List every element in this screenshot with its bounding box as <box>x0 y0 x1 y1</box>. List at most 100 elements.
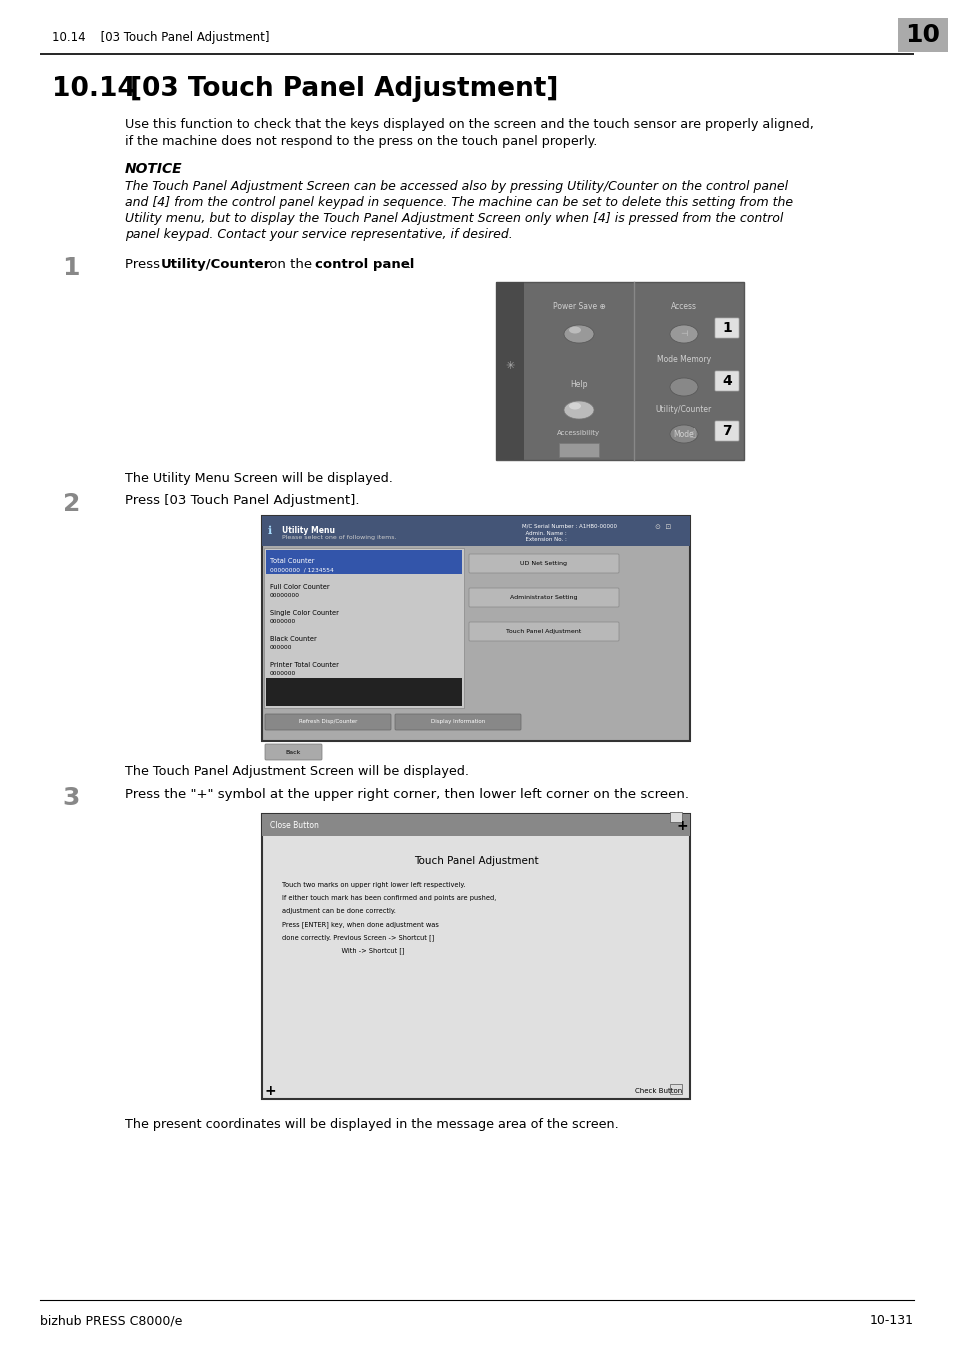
Ellipse shape <box>563 325 594 343</box>
Text: 7: 7 <box>721 424 731 437</box>
Text: ⊙  ⊡: ⊙ ⊡ <box>655 524 671 531</box>
Ellipse shape <box>568 402 580 409</box>
Text: and [4] from the control panel keypad in sequence. The machine can be set to del: and [4] from the control panel keypad in… <box>125 196 792 209</box>
Text: Display Information: Display Information <box>431 720 485 725</box>
Text: Utility/Counter: Utility/Counter <box>655 405 711 414</box>
Text: M/C Serial Number : A1HB0-00000: M/C Serial Number : A1HB0-00000 <box>521 524 617 529</box>
Text: 10.14: 10.14 <box>52 76 135 103</box>
Bar <box>262 516 689 545</box>
Text: Press [03 Touch Panel Adjustment].: Press [03 Touch Panel Adjustment]. <box>125 494 359 508</box>
Text: 2: 2 <box>63 491 80 516</box>
Text: 10-131: 10-131 <box>869 1314 913 1327</box>
Text: The Touch Panel Adjustment Screen can be accessed also by pressing Utility/Count: The Touch Panel Adjustment Screen can be… <box>125 180 787 193</box>
Text: Single Color Counter: Single Color Counter <box>270 610 338 616</box>
Text: 1: 1 <box>721 321 731 335</box>
FancyBboxPatch shape <box>469 554 618 572</box>
Text: [03 Touch Panel Adjustment]: [03 Touch Panel Adjustment] <box>130 76 558 103</box>
Text: 00000000  / 1234554: 00000000 / 1234554 <box>270 567 334 572</box>
Text: 10.14    [03 Touch Panel Adjustment]: 10.14 [03 Touch Panel Adjustment] <box>52 31 269 45</box>
Text: 00000000: 00000000 <box>270 593 299 598</box>
Text: on the: on the <box>265 258 316 271</box>
Text: Press: Press <box>125 258 164 271</box>
Text: panel keypad. Contact your service representative, if desired.: panel keypad. Contact your service repre… <box>125 228 512 242</box>
FancyBboxPatch shape <box>714 371 739 392</box>
Ellipse shape <box>568 327 580 333</box>
Text: Utility menu, but to display the Touch Panel Adjustment Screen only when [4] is : Utility menu, but to display the Touch P… <box>125 212 782 225</box>
Ellipse shape <box>669 325 698 343</box>
FancyBboxPatch shape <box>469 589 618 608</box>
Text: control panel: control panel <box>314 258 414 271</box>
Text: 3: 3 <box>63 786 80 810</box>
Bar <box>669 811 681 822</box>
Text: +: + <box>676 819 687 833</box>
Ellipse shape <box>669 378 698 396</box>
Text: The Touch Panel Adjustment Screen will be displayed.: The Touch Panel Adjustment Screen will b… <box>125 765 469 778</box>
Text: 1: 1 <box>63 256 80 279</box>
Text: The present coordinates will be displayed in the message area of the screen.: The present coordinates will be displaye… <box>125 1118 618 1131</box>
Text: Use this function to check that the keys displayed on the screen and the touch s: Use this function to check that the keys… <box>125 117 813 131</box>
Text: Touch Panel Adjustment: Touch Panel Adjustment <box>414 856 537 865</box>
Text: Access: Access <box>670 302 697 311</box>
Text: Press the "+" symbol at the upper right corner, then lower left corner on the sc: Press the "+" symbol at the upper right … <box>125 788 688 801</box>
Text: done correctly. Previous Screen -> Shortcut []: done correctly. Previous Screen -> Short… <box>282 934 434 941</box>
Text: Check Button: Check Button <box>634 1088 681 1094</box>
Text: Touch Panel Adjustment: Touch Panel Adjustment <box>506 629 581 633</box>
Text: Extension No. :: Extension No. : <box>521 537 566 541</box>
Text: Total Counter: Total Counter <box>270 558 314 564</box>
Text: UD Net Setting: UD Net Setting <box>520 560 567 566</box>
Text: 000000: 000000 <box>270 645 293 649</box>
Text: Printer Total Counter: Printer Total Counter <box>270 662 338 668</box>
Text: Full Color Counter: Full Color Counter <box>270 585 330 590</box>
FancyBboxPatch shape <box>714 421 739 441</box>
Text: Administrator Setting: Administrator Setting <box>510 594 578 599</box>
Bar <box>262 814 689 1099</box>
Text: 4: 4 <box>721 374 731 387</box>
Bar <box>262 516 689 741</box>
Text: The Utility Menu Screen will be displayed.: The Utility Menu Screen will be displaye… <box>125 472 393 485</box>
Text: Touch two marks on upper right lower left respectively.: Touch two marks on upper right lower lef… <box>282 882 465 888</box>
Text: Admin. Name :: Admin. Name : <box>521 531 566 536</box>
Text: +: + <box>264 1084 275 1098</box>
Text: 10: 10 <box>904 23 940 47</box>
Text: Power Save ⊕: Power Save ⊕ <box>552 302 605 311</box>
Text: ℹ: ℹ <box>268 526 272 536</box>
Text: if the machine does not respond to the press on the touch panel properly.: if the machine does not respond to the p… <box>125 135 597 148</box>
Text: NOTICE: NOTICE <box>125 162 182 176</box>
Text: Accessibility: Accessibility <box>557 431 600 436</box>
Text: If either touch mark has been confirmed and points are pushed,: If either touch mark has been confirmed … <box>282 895 496 900</box>
Bar <box>669 1084 681 1094</box>
Text: Please select one of following items.: Please select one of following items. <box>282 535 396 540</box>
Ellipse shape <box>669 425 698 443</box>
Text: Back: Back <box>285 749 300 755</box>
Text: 0000000: 0000000 <box>270 671 296 676</box>
Text: ⊣: ⊣ <box>679 329 687 339</box>
Bar <box>558 443 598 458</box>
FancyBboxPatch shape <box>265 744 322 760</box>
Bar <box>262 814 689 836</box>
Text: adjustment can be done correctly.: adjustment can be done correctly. <box>282 909 395 914</box>
FancyBboxPatch shape <box>714 319 739 338</box>
Text: ☝: ☝ <box>687 428 695 440</box>
Bar <box>264 548 463 707</box>
Text: 0000000: 0000000 <box>270 620 296 624</box>
Text: ✳: ✳ <box>505 360 515 371</box>
Text: With -> Shortcut []: With -> Shortcut [] <box>282 946 404 953</box>
Bar <box>496 282 523 460</box>
FancyBboxPatch shape <box>395 714 520 730</box>
Bar <box>897 18 947 53</box>
Bar <box>266 549 461 574</box>
Text: Utility/Counter: Utility/Counter <box>161 258 271 271</box>
Text: Mode Memory: Mode Memory <box>657 355 710 364</box>
Text: Close Button: Close Button <box>270 822 318 830</box>
Text: Refresh Disp/Counter: Refresh Disp/Counter <box>298 720 356 725</box>
Ellipse shape <box>563 401 594 418</box>
FancyBboxPatch shape <box>265 714 391 730</box>
Bar <box>266 678 461 706</box>
Text: Black Counter: Black Counter <box>270 636 316 643</box>
Bar <box>496 282 743 460</box>
Text: Help: Help <box>570 379 587 389</box>
Text: Press [ENTER] key, when done adjustment was: Press [ENTER] key, when done adjustment … <box>282 921 438 927</box>
Text: Utility Menu: Utility Menu <box>282 526 335 535</box>
FancyBboxPatch shape <box>469 622 618 641</box>
Text: .: . <box>407 258 411 271</box>
